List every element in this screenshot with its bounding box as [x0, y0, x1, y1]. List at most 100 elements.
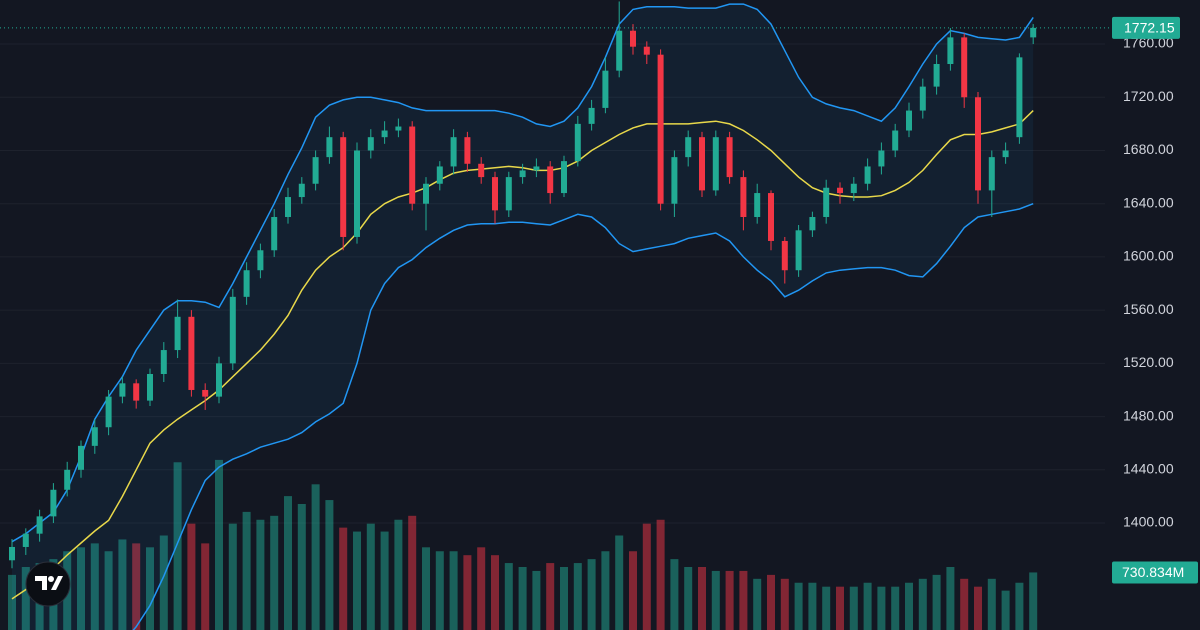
grid [0, 43, 1105, 524]
candle-body [878, 150, 885, 167]
candle-body [809, 217, 816, 231]
volume-bar [242, 511, 251, 630]
candle-body [423, 183, 429, 204]
volume-bar [90, 543, 99, 630]
candle-body [602, 70, 609, 108]
candle-body [216, 363, 222, 397]
candle-body [726, 137, 733, 178]
volume-bar [449, 551, 458, 630]
volume-bar [228, 523, 237, 630]
candle-body [271, 217, 278, 251]
volume-bar [173, 462, 182, 630]
candle-body [1030, 27, 1037, 38]
volume-bar [808, 582, 817, 630]
volume-bar [311, 484, 320, 630]
volume-bar [408, 515, 417, 630]
volume-bar [698, 567, 706, 630]
candle-body [616, 30, 623, 71]
volume-bar [767, 574, 775, 630]
volume-bar [504, 563, 513, 630]
volume-bar [877, 586, 886, 630]
volume-bar [684, 567, 693, 630]
candle-body [1002, 150, 1009, 158]
band-upper [11, 3, 1034, 543]
volume-bar [422, 547, 430, 630]
y-tick-label: 1600.00 [1123, 248, 1174, 264]
last-volume-box [1112, 561, 1198, 584]
candle-body [657, 54, 664, 204]
volume-bar [8, 574, 16, 630]
candle-body [712, 137, 719, 191]
volume-bar [573, 563, 582, 630]
volume-bar [339, 527, 348, 630]
volume-bar [215, 459, 223, 630]
candle-body [91, 427, 98, 446]
volume-bar [836, 586, 844, 630]
volume-bar [435, 551, 444, 630]
volume-bar [146, 547, 154, 630]
volume-bar [518, 567, 527, 630]
volume-bar [822, 586, 831, 630]
candle-body [409, 126, 416, 204]
candle-body [505, 177, 512, 211]
y-tick-label: 1440.00 [1123, 461, 1174, 477]
volume-bar [187, 523, 196, 630]
volume-bar [132, 543, 141, 630]
band-fill [12, 4, 1034, 630]
candle-body [133, 383, 140, 401]
volume-bar [601, 551, 610, 630]
volume-bar [753, 578, 762, 630]
candle-body [147, 374, 153, 401]
y-tick-label: 1520.00 [1123, 354, 1174, 370]
volume-bar [1029, 572, 1038, 630]
last-price-box [1112, 16, 1180, 39]
candle-body [243, 270, 250, 297]
volume-bar [297, 504, 306, 630]
candles-layer [9, 1, 1037, 569]
logo-circle [25, 561, 71, 607]
candle-body [671, 157, 678, 204]
candle-body [36, 516, 43, 534]
candle-body [50, 489, 57, 517]
volume-bar [946, 567, 955, 630]
volume-bar [463, 555, 472, 630]
candle-body [326, 137, 333, 158]
y-tick-label: 1640.00 [1123, 194, 1174, 210]
candle-body [754, 193, 761, 218]
candle-body [285, 197, 291, 218]
volume-bar [670, 559, 679, 630]
candle-body [78, 445, 84, 470]
volume-bar [794, 582, 803, 630]
logo-dot [48, 576, 54, 582]
volume-bar [159, 535, 168, 630]
volume-bar [711, 570, 720, 630]
candle-body [961, 37, 968, 98]
candle-body [105, 396, 112, 428]
candle-body [574, 123, 581, 162]
candle-body [947, 37, 954, 64]
candle-body [837, 187, 843, 194]
volume-bar [532, 570, 541, 630]
candle-body [1016, 57, 1023, 138]
price-axis: 1400.00 1440.00 1480.00 1520.00 1560.00 1600.… [0, 16, 1198, 584]
volume-bar [256, 519, 265, 630]
volume-bar [587, 559, 596, 630]
candle-body [478, 163, 485, 178]
volume-bar [615, 535, 624, 630]
candle-body [395, 126, 402, 131]
candle-body [533, 166, 540, 171]
volume-bar [974, 586, 982, 630]
candle-body [367, 137, 374, 151]
candle-body [795, 230, 802, 271]
volume-bar [560, 567, 568, 630]
logo-mark [35, 576, 63, 590]
y-tick-label: 1400.00 [1123, 514, 1174, 530]
volume-bar [629, 551, 637, 630]
candle-body [229, 296, 236, 364]
volume-bar [1001, 590, 1010, 630]
candle-body [740, 177, 747, 218]
y-tick-label: 1680.00 [1123, 141, 1174, 157]
candle-body [64, 469, 71, 490]
volume-bar [21, 567, 30, 630]
